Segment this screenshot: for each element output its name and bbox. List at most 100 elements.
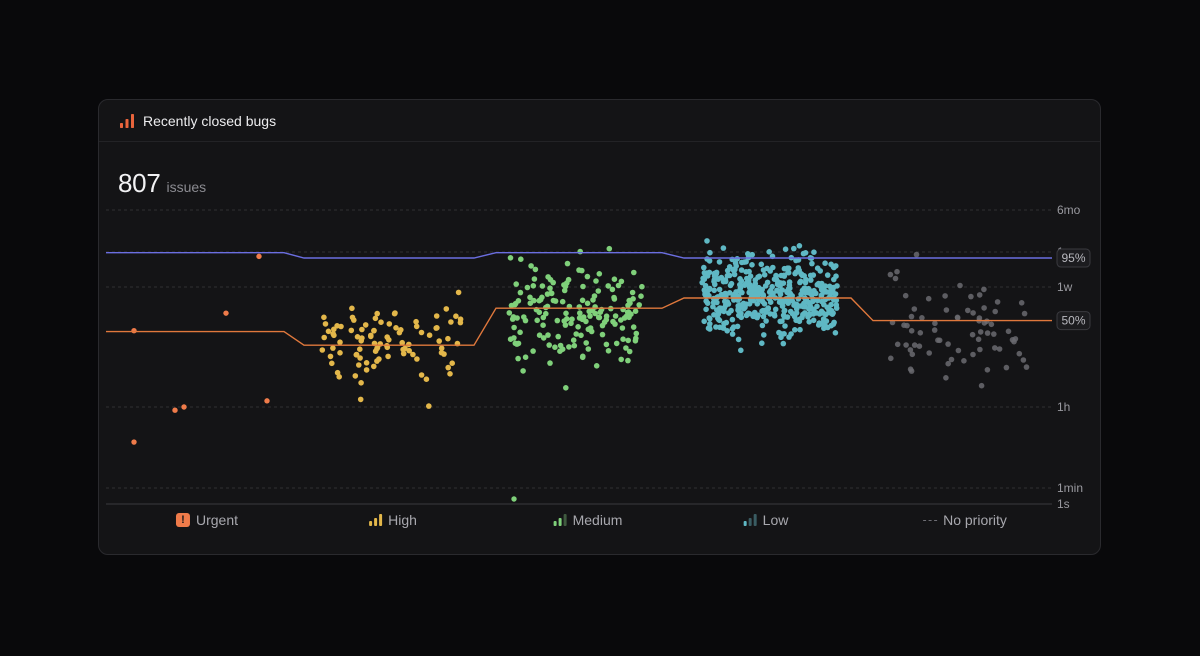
point-medium [557, 342, 564, 349]
point-no-priority [908, 328, 915, 334]
point-medium [511, 496, 517, 502]
point-high [353, 352, 360, 358]
point-low [797, 279, 803, 286]
point-medium [510, 314, 517, 320]
point-high [329, 360, 335, 367]
point-medium [577, 248, 583, 255]
point-high [348, 327, 355, 334]
point-low [771, 311, 777, 317]
point-medium [619, 325, 626, 331]
point-no-priority [909, 351, 916, 358]
point-medium [593, 278, 599, 284]
point-medium [603, 316, 610, 323]
percentile-label: 95% [1061, 251, 1085, 265]
point-medium [573, 331, 579, 337]
point-no-priority [932, 320, 938, 327]
point-medium [566, 344, 572, 350]
point-urgent [131, 327, 137, 334]
point-low [707, 249, 713, 256]
point-medium [540, 322, 546, 328]
legend-medium[interactable]: Medium [553, 512, 622, 528]
point-no-priority [984, 330, 991, 336]
y-tick-label: 1w [1057, 280, 1073, 294]
point-low [784, 288, 790, 295]
point-low [819, 298, 825, 305]
point-no-priority [957, 282, 963, 289]
point-medium [511, 335, 517, 341]
scatter-chart: 6mo1mo1w1h1min1s95%50% [106, 203, 1091, 511]
point-urgent [256, 253, 262, 260]
point-medium [596, 271, 603, 277]
point-medium [527, 294, 533, 301]
point-low [704, 256, 710, 262]
point-low [711, 287, 717, 294]
point-high [358, 338, 365, 344]
point-low [738, 267, 745, 273]
legend-no-priority[interactable]: No priority [923, 512, 1007, 528]
point-medium [579, 316, 586, 323]
point-no-priority [926, 350, 932, 356]
point-low [702, 282, 709, 289]
point-low [802, 279, 809, 286]
point-low [809, 260, 815, 267]
point-medium [507, 255, 514, 261]
point-medium [547, 285, 553, 291]
chart-legend: ! Urgent High Medium Low No priority [107, 512, 1059, 532]
point-no-priority [992, 308, 998, 315]
point-low [759, 322, 766, 329]
legend-urgent[interactable]: ! Urgent [175, 512, 238, 528]
point-low [716, 286, 723, 293]
point-low [830, 264, 837, 270]
point-low [710, 303, 716, 310]
point-medium [593, 363, 600, 369]
point-medium [536, 332, 543, 338]
point-low [778, 334, 784, 341]
point-medium [563, 310, 569, 317]
point-low [782, 323, 788, 329]
point-medium [599, 322, 606, 329]
point-medium [520, 368, 526, 374]
point-high [448, 319, 454, 325]
point-low [716, 259, 723, 265]
point-no-priority [988, 321, 995, 328]
point-medium [570, 337, 577, 343]
point-medium [524, 284, 531, 291]
point-low [720, 245, 727, 251]
point-medium [539, 294, 545, 301]
point-high [362, 322, 369, 328]
legend-low[interactable]: Low [743, 512, 789, 528]
point-high [349, 305, 355, 312]
point-medium [550, 297, 557, 304]
point-low [786, 265, 792, 271]
point-medium [578, 332, 584, 339]
point-low [706, 269, 713, 276]
point-high [400, 350, 407, 357]
point-high [330, 331, 336, 337]
point-low [780, 312, 787, 319]
point-medium [540, 335, 547, 341]
point-medium [626, 348, 633, 355]
point-medium [638, 293, 644, 299]
point-high [441, 351, 447, 357]
point-no-priority [1009, 337, 1016, 343]
point-low [750, 297, 757, 304]
point-medium [563, 385, 569, 391]
point-low [763, 307, 769, 313]
point-low [817, 268, 823, 274]
point-high [331, 326, 337, 333]
point-medium [579, 297, 586, 304]
point-high [337, 350, 343, 356]
point-medium [611, 294, 617, 301]
point-medium [528, 263, 534, 269]
point-medium [590, 297, 596, 303]
point-low [829, 311, 836, 317]
point-no-priority [919, 315, 925, 321]
point-medium [547, 360, 553, 366]
point-low [781, 308, 787, 314]
legend-label: Low [762, 512, 789, 528]
point-medium [615, 282, 622, 289]
legend-high[interactable]: High [369, 512, 417, 528]
percentile-badge [1056, 311, 1091, 331]
point-low [707, 316, 713, 322]
point-low [715, 276, 721, 282]
